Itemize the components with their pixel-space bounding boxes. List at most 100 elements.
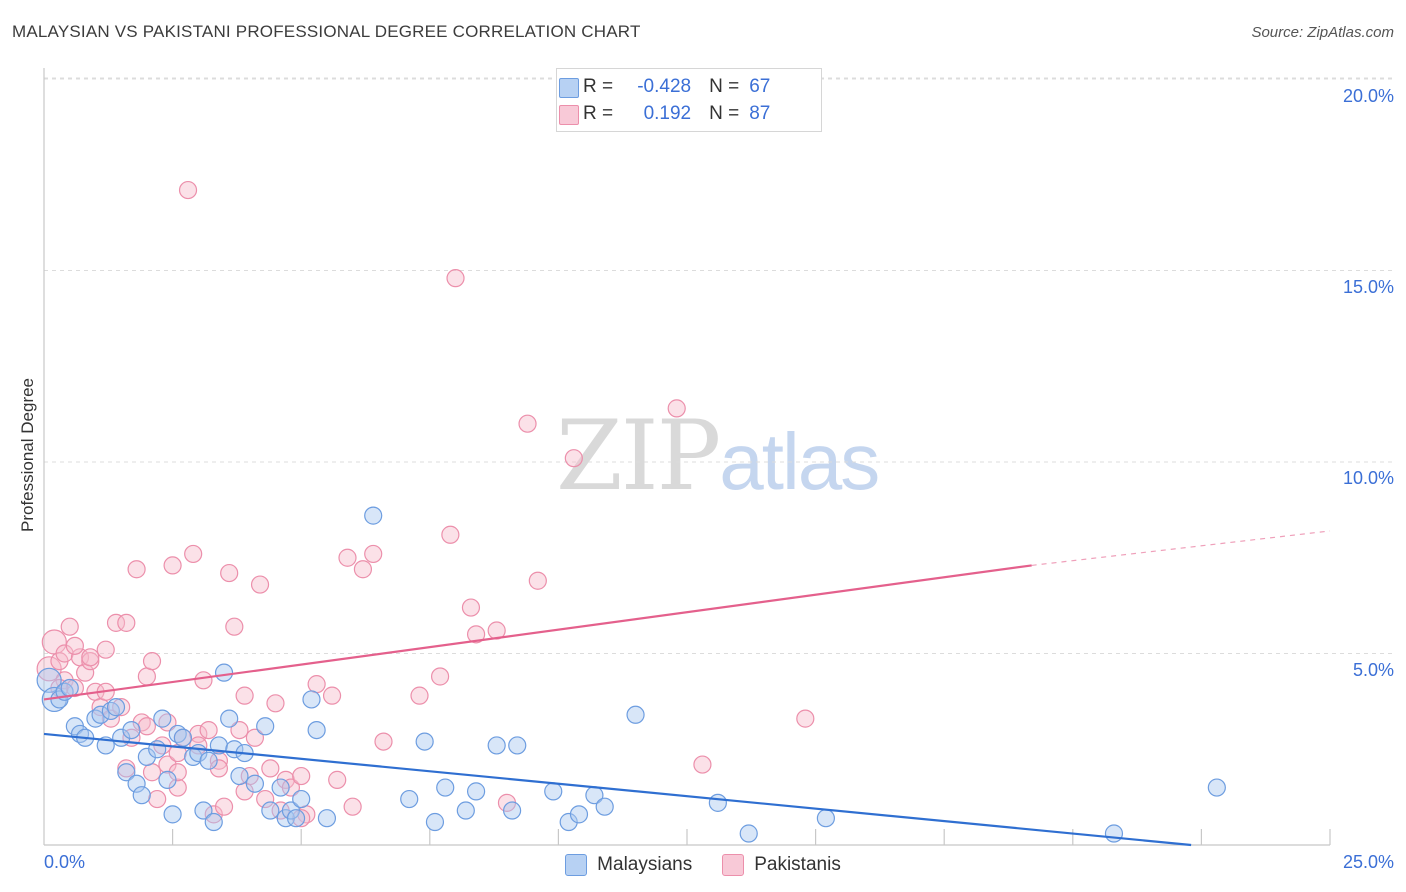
malaysians-point (317, 809, 337, 828)
legend-item-malaysians[interactable]: Malaysians (565, 852, 692, 878)
malaysians-point (214, 663, 234, 682)
malaysians-trend-line (43, 732, 1192, 847)
pakistanis-point (117, 613, 136, 632)
pakistanis-point (461, 598, 481, 617)
pakistanis-point (430, 667, 450, 686)
malaysians-point (199, 751, 218, 770)
pakistanis-point (338, 548, 357, 567)
pakistanis-point (528, 571, 547, 590)
malaysians-point (1104, 824, 1124, 843)
pakistanis-point (225, 617, 244, 636)
r-label: R = (583, 76, 614, 97)
malaysians-point (400, 789, 419, 809)
pakistanis-point (322, 686, 342, 705)
y-tick-15: 15.0% (1342, 277, 1394, 297)
n-value: 87 (749, 103, 771, 124)
malaysians-point (503, 801, 522, 820)
n-value: 67 (749, 76, 771, 97)
malaysians-point (220, 709, 239, 728)
pakistanis-point (364, 544, 383, 564)
legend-item-pakistanis[interactable]: Pakistanis (722, 852, 841, 878)
malaysians-point (163, 805, 182, 824)
pakistanis-point (235, 686, 254, 705)
pakistanis-point (374, 732, 393, 751)
pakistanis-point (266, 694, 285, 713)
x-tick-max: 25.0% (1342, 852, 1394, 872)
legend-row-malaysians: R = -0.428 N = 67 (559, 75, 771, 99)
malaysians-point (127, 774, 146, 793)
pakistanis-point (292, 766, 311, 786)
series-legend: Malaysians Pakistanis (0, 852, 1406, 878)
pakistanis-point (163, 556, 182, 575)
pakistanis-point (410, 686, 429, 705)
r-label: R = (583, 103, 614, 124)
pakistanis-point (261, 759, 280, 778)
pakistanis-trend-extension (1031, 530, 1331, 567)
pakistanis-point (281, 778, 301, 797)
malaysians-point (487, 736, 506, 755)
n-label: N = (709, 76, 740, 97)
malaysians-legend-label: Malaysians (597, 854, 693, 875)
malaysians-point (153, 709, 172, 728)
n-label: N = (709, 103, 740, 124)
pakistanis-point (307, 675, 326, 694)
pakistanis-point (466, 625, 486, 644)
malaysians-point (307, 720, 326, 740)
pakistanis-point (127, 560, 146, 579)
malaysians-point (230, 766, 249, 786)
pakistanis-legend-label: Pakistanis (754, 854, 841, 875)
malaysians-point (245, 774, 265, 793)
pakistanis-point (168, 763, 187, 782)
pakistanis-point (796, 709, 815, 728)
malaysians-point (271, 778, 290, 797)
pakistanis-point (112, 698, 131, 717)
malaysians-point (117, 763, 136, 782)
pakistanis-point (564, 449, 583, 468)
malaysians-point (544, 782, 563, 801)
malaysians-point (739, 824, 758, 843)
pakistanis-point (343, 797, 362, 816)
pakistanis-point (199, 720, 218, 740)
pakistanis-point (158, 755, 177, 774)
malaysians-point (466, 782, 486, 801)
pakistanis-point (168, 778, 187, 797)
malaysians-point (91, 705, 110, 724)
malaysians-point (1207, 778, 1226, 797)
pakistanis-points (36, 180, 815, 828)
axes (43, 68, 1331, 846)
pakistanis-point (142, 652, 162, 671)
pakistanis-point (256, 789, 275, 809)
pakistanis-point (148, 789, 167, 809)
malaysians-point (456, 801, 475, 820)
pakistanis-point (55, 644, 74, 663)
malaysians-swatch (559, 78, 579, 98)
correlation-legend: R = -0.428 N = 67 R = 0.192 N = 87 (556, 68, 822, 132)
pakistanis-point (209, 751, 228, 770)
gridlines (44, 77, 1392, 654)
pakistanis-legend-swatch (722, 854, 745, 876)
malaysians-point (106, 698, 126, 717)
pakistanis-point (60, 617, 79, 636)
pakistanis-point (204, 805, 223, 824)
malaysians-point (626, 705, 645, 724)
malaysians-point (137, 747, 156, 767)
malaysians-point (60, 678, 79, 698)
malaysians-point (122, 720, 141, 740)
malaysians-point (425, 812, 445, 832)
malaysians-point (364, 506, 383, 525)
r-value: -0.428 (637, 76, 692, 97)
x-tick-min: 0.0% (44, 852, 86, 872)
malaysians-point (816, 809, 835, 828)
malaysians-point (415, 732, 434, 751)
pakistanis-point (101, 709, 120, 728)
malaysians-point (173, 728, 192, 747)
malaysians-point (559, 812, 578, 832)
pakistanis-point (137, 667, 156, 686)
malaysians-point (286, 809, 306, 828)
legend-row-pakistanis: R = 0.192 N = 87 (559, 102, 771, 126)
pakistanis-point (220, 563, 239, 583)
pakistanis-point (65, 636, 84, 655)
pakistanis-point (441, 525, 460, 544)
pakistanis-point (81, 652, 100, 671)
